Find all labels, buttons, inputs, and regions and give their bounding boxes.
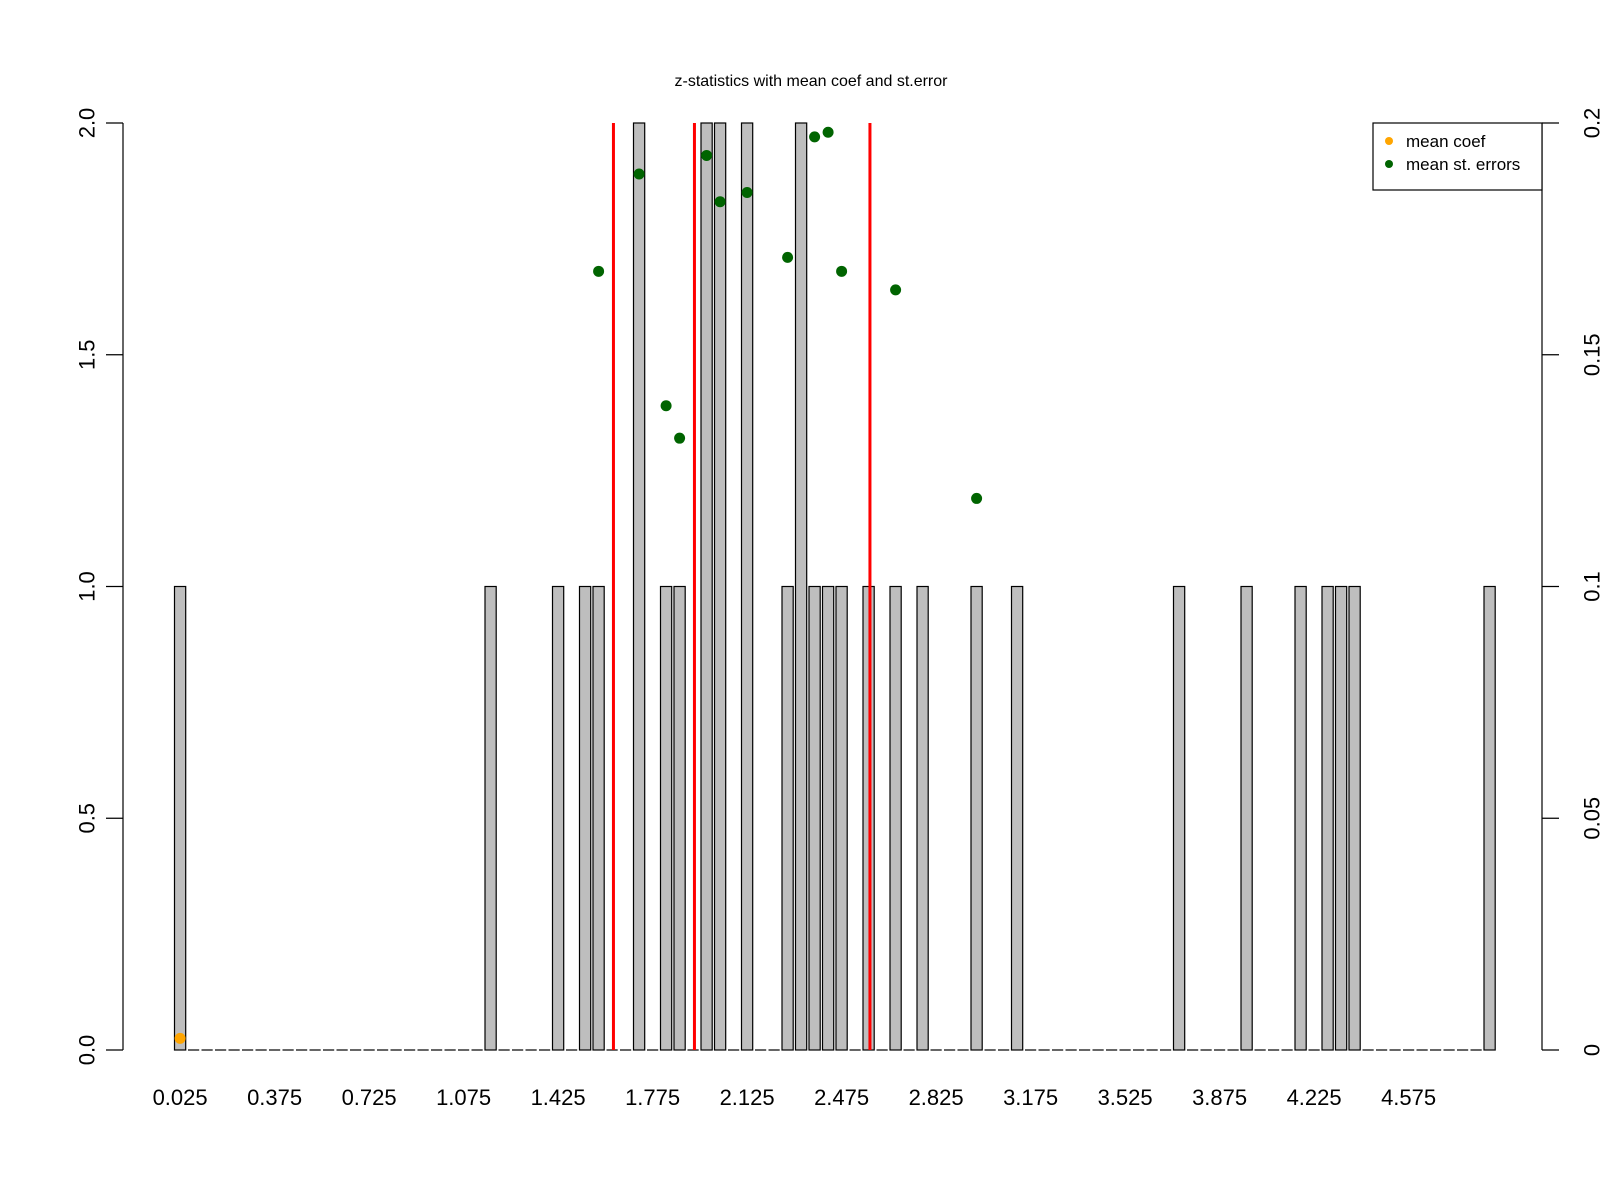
histogram-bar [1483, 585, 1496, 1051]
point-mean-st-errors [890, 284, 902, 296]
right-axis-tick-label: 0.1 [1580, 571, 1600, 602]
histogram-bar [484, 585, 497, 1051]
left-axis-tick-label: 0.0 [75, 1035, 100, 1066]
left-axis-tick-label: 0.5 [75, 803, 100, 834]
x-axis-tick-label: 3.525 [1098, 1085, 1153, 1110]
histogram-bar [713, 122, 727, 1051]
point-mean-st-errors [836, 265, 848, 277]
histogram-bar [673, 585, 686, 1051]
left-axis-tick-label: 1.0 [75, 571, 100, 602]
left-axis-tick-label: 2.0 [75, 108, 100, 139]
histogram-bar [1172, 585, 1186, 1051]
histogram-bar [551, 585, 565, 1051]
legend-marker [1385, 160, 1393, 168]
histogram-bar [592, 585, 605, 1051]
right-axis-tick-label: 0 [1580, 1044, 1600, 1056]
histogram-bar [700, 122, 713, 1051]
x-axis-tick-label: 1.775 [625, 1085, 680, 1110]
x-axis-tick-label: 0.375 [247, 1085, 302, 1110]
point-mean-st-errors [660, 400, 672, 412]
point-mean-st-errors [701, 149, 713, 161]
x-axis-tick-label: 4.575 [1381, 1085, 1436, 1110]
x-axis-tick-label: 2.475 [814, 1085, 869, 1110]
x-axis-tick-label: 3.175 [1003, 1085, 1058, 1110]
legend-label: mean coef [1406, 132, 1486, 151]
point-mean-st-errors [782, 251, 794, 263]
right-axis-tick-label: 0.05 [1580, 797, 1600, 840]
point-mean-st-errors [714, 196, 726, 208]
point-mean-st-errors [633, 168, 645, 180]
histogram-bar [1348, 585, 1361, 1051]
chart-title: z-statistics with mean coef and st.error [675, 73, 949, 90]
histogram-bar [1240, 585, 1253, 1051]
histogram-bar [808, 585, 821, 1051]
x-axis-tick-label: 4.225 [1287, 1085, 1342, 1110]
point-mean-st-errors [741, 187, 753, 199]
right-axis-tick-label: 0.15 [1580, 333, 1600, 376]
legend-label: mean st. errors [1406, 155, 1520, 174]
histogram-bar [1294, 585, 1307, 1051]
point-mean-st-errors [674, 432, 686, 444]
histogram-bar [970, 585, 983, 1051]
x-axis-tick-label: 2.125 [720, 1085, 775, 1110]
histogram-bar [1321, 585, 1334, 1051]
histogram-bar [794, 122, 808, 1051]
point-mean-st-errors [593, 265, 605, 277]
legend: mean coef mean st. errors [1372, 122, 1543, 191]
x-axis-tick-label: 0.725 [342, 1085, 397, 1110]
histogram-bar [821, 585, 835, 1051]
x-axis-tick-label: 0.025 [153, 1085, 208, 1110]
histogram-bar [781, 585, 794, 1051]
x-axis-tick-label: 1.425 [531, 1085, 586, 1110]
point-mean-st-errors [809, 131, 821, 143]
histogram-bar [889, 585, 902, 1051]
x-axis-tick-label: 2.825 [909, 1085, 964, 1110]
histogram-bar [578, 585, 592, 1051]
histogram-bar [632, 122, 646, 1051]
histogram-bar [740, 122, 754, 1051]
histogram-bar [916, 585, 929, 1051]
x-axis-tick-label: 3.875 [1192, 1085, 1247, 1110]
x-axis-tick-label: 1.075 [436, 1085, 491, 1110]
right-axis-tick-label: 0.2 [1580, 108, 1600, 139]
point-mean-st-errors [971, 492, 983, 504]
point-mean-coef [174, 1032, 186, 1044]
histogram-bar [1334, 585, 1348, 1051]
plot-area: 0.0 0.5 1.0 1.5 2.0 0 0.05 0.1 0.15 0.2 0.025 0.375… [75, 108, 1600, 1110]
legend-box [1372, 122, 1543, 191]
left-axis-tick-label: 1.5 [75, 339, 100, 370]
histogram-bar [835, 585, 848, 1051]
point-mean-st-errors [822, 126, 834, 138]
histogram-bar [659, 585, 673, 1051]
histogram-bar [1010, 585, 1024, 1051]
histogram-bar [173, 585, 187, 1051]
legend-marker [1385, 137, 1393, 145]
